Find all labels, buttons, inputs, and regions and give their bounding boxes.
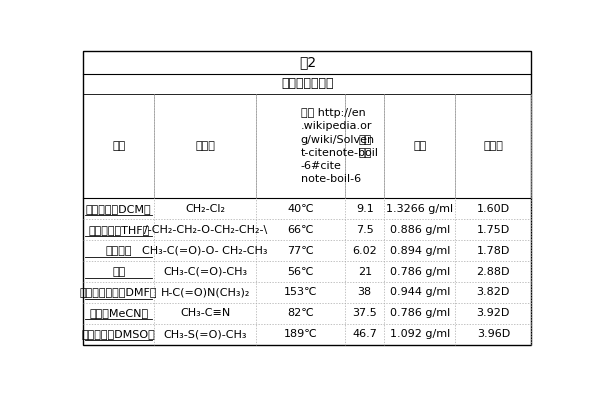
Text: 37.5: 37.5 (352, 308, 377, 318)
Text: 二甲亚砜（DMSO）: 二甲亚砜（DMSO） (82, 329, 155, 339)
Text: 极性非质子溶剂: 极性非质子溶剂 (281, 77, 334, 91)
Text: 189℃: 189℃ (284, 329, 317, 339)
Bar (83, 51, 531, 74)
Text: 四氢呋喃（THF）: 四氢呋喃（THF） (88, 225, 149, 235)
Text: 沸点 http://en
.wikipedia.or
g/wiki/Solven
t-citenote-boil
-6#cite
note-boil-6: 沸点 http://en .wikipedia.or g/wiki/Solven… (301, 108, 379, 184)
Text: 溶剂: 溶剂 (112, 141, 125, 151)
Text: 46.7: 46.7 (352, 329, 377, 339)
Text: 66℃: 66℃ (288, 225, 314, 235)
Text: 0.894 g/ml: 0.894 g/ml (390, 246, 450, 256)
Text: 二氯甲烷（DCM）: 二氯甲烷（DCM） (86, 204, 152, 214)
Text: 6.02: 6.02 (352, 246, 377, 256)
Text: 0.886 g/ml: 0.886 g/ml (390, 225, 450, 235)
Text: CH₃-C(=O)-CH₃: CH₃-C(=O)-CH₃ (163, 267, 247, 277)
Text: 二甲基甲酰胺（DMF）: 二甲基甲酰胺（DMF） (80, 287, 158, 297)
Text: 56℃: 56℃ (288, 267, 314, 277)
Text: 21: 21 (358, 267, 372, 277)
Text: H-C(=O)N(CH₃)₂: H-C(=O)N(CH₃)₂ (161, 287, 250, 297)
Text: 3.82D: 3.82D (477, 287, 510, 297)
Text: 乙腈（MeCN）: 乙腈（MeCN） (89, 308, 148, 318)
Text: 7.5: 7.5 (356, 225, 374, 235)
Text: 1.75D: 1.75D (477, 225, 510, 235)
Text: 表2: 表2 (299, 55, 316, 69)
Text: 3.96D: 3.96D (477, 329, 510, 339)
Text: 38: 38 (358, 287, 372, 297)
Text: 153℃: 153℃ (284, 287, 317, 297)
Text: CH₃-C(=O)-O- CH₂-CH₃: CH₃-C(=O)-O- CH₂-CH₃ (142, 246, 268, 256)
Text: /-CH₂-CH₂-O-CH₂-CH₂-\: /-CH₂-CH₂-O-CH₂-CH₂-\ (144, 225, 267, 235)
Text: 77℃: 77℃ (287, 246, 314, 256)
Text: 3.92D: 3.92D (477, 308, 510, 318)
Text: 2.88D: 2.88D (477, 267, 510, 277)
Text: CH₃-S(=O)-CH₃: CH₃-S(=O)-CH₃ (164, 329, 247, 339)
Text: 醋酸乙酯: 醋酸乙酯 (106, 246, 132, 256)
Text: 40℃: 40℃ (288, 204, 314, 214)
Text: 密度: 密度 (413, 141, 426, 151)
Text: 1.3266 g/ml: 1.3266 g/ml (386, 204, 454, 214)
Text: 1.092 g/ml: 1.092 g/ml (390, 329, 450, 339)
Text: CH₃-C≡N: CH₃-C≡N (180, 308, 230, 318)
Text: 82℃: 82℃ (287, 308, 314, 318)
Text: 1.60D: 1.60D (477, 204, 510, 214)
Text: 0.786 g/ml: 0.786 g/ml (390, 308, 450, 318)
Text: 介电
常数: 介电 常数 (358, 134, 371, 158)
Text: CH₂-Cl₂: CH₂-Cl₂ (185, 204, 225, 214)
Text: 化学式: 化学式 (195, 141, 215, 151)
Text: 1.78D: 1.78D (477, 246, 510, 256)
Text: 9.1: 9.1 (356, 204, 374, 214)
Text: 0.786 g/ml: 0.786 g/ml (390, 267, 450, 277)
Text: 偶极矩: 偶极矩 (483, 141, 503, 151)
Text: 丙酮: 丙酮 (112, 267, 125, 277)
Text: 0.944 g/ml: 0.944 g/ml (390, 287, 450, 297)
